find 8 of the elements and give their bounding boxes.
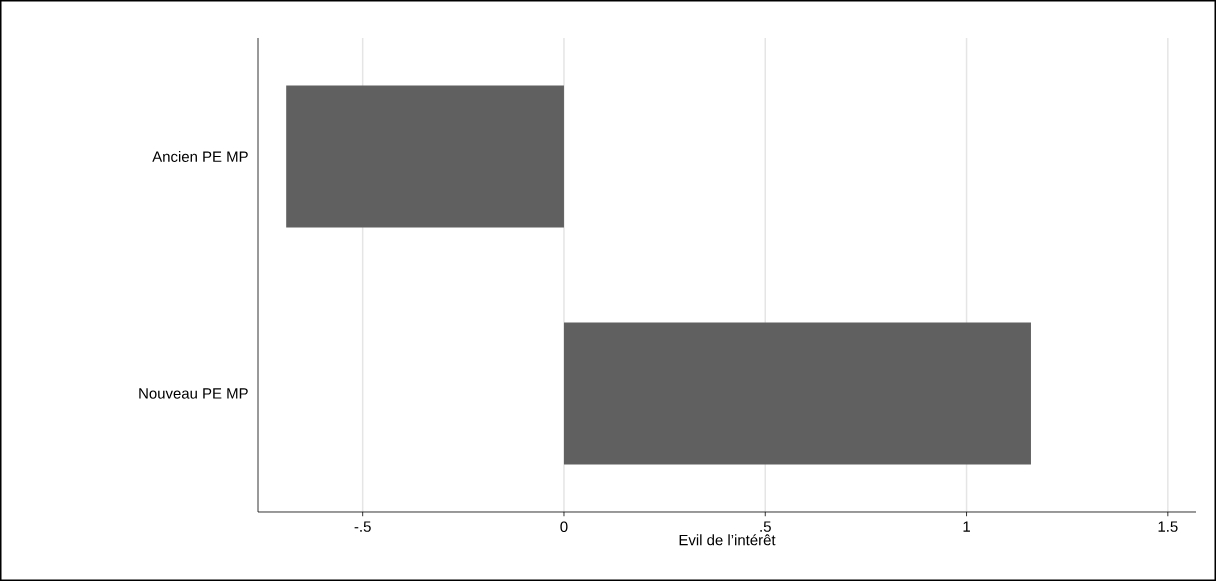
y-tick-label: Ancien PE MP [152, 151, 248, 162]
x-tick-label: .5 [760, 521, 771, 532]
x-tick-label: 1.5 [1158, 521, 1178, 532]
x-axis-title: Evil de l’intérêt [679, 534, 776, 546]
x-tick-label: 0 [560, 521, 568, 532]
x-tick-label: 1 [963, 521, 970, 532]
x-tick-label: -.5 [354, 521, 371, 532]
y-tick-label: Nouveau PE MP [139, 388, 248, 399]
